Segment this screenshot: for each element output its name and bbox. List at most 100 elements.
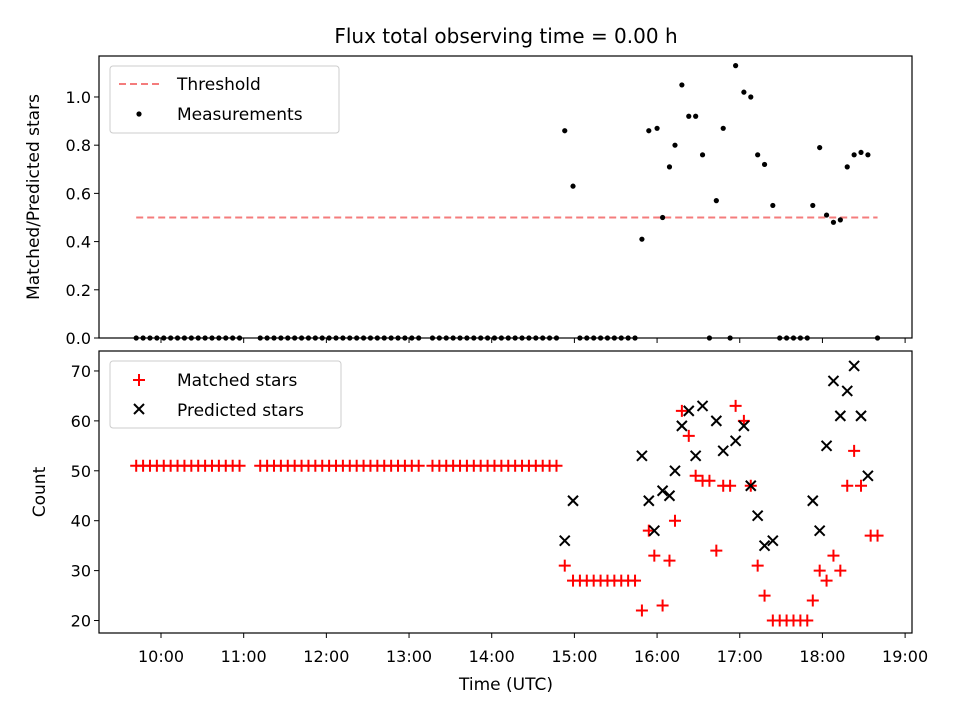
x-tick-label: 14:00 <box>469 647 515 666</box>
measurement-point <box>720 125 726 131</box>
bottom-panel: 20 30 40 50 60 70 10:00 11:00 12:00 13:00 14:00 15… <box>30 350 928 695</box>
predicted-legend-swatch <box>133 403 145 415</box>
x-tick-label: 19:00 <box>882 647 928 666</box>
y-tick-label: 50 <box>71 462 91 481</box>
x-tick-label: 16:00 <box>634 647 680 666</box>
measurement-point <box>562 128 568 134</box>
matched-star-point <box>827 549 840 562</box>
predicted-star-point <box>683 405 695 417</box>
measurements-legend-swatch <box>136 111 142 117</box>
matched-star-point <box>848 444 861 457</box>
y-tick-label: 0.4 <box>66 233 91 252</box>
matched-star-point <box>724 479 737 492</box>
measurement-point <box>570 183 576 189</box>
measurement-point <box>659 214 666 221</box>
chart-title: Flux total observing time = 0.00 h <box>334 24 677 48</box>
y-tick-label: 40 <box>71 512 91 531</box>
measurement-point <box>672 142 678 148</box>
measurement-point <box>830 219 837 225</box>
measurement-point <box>770 202 776 209</box>
y-tick-label: 70 <box>71 362 91 381</box>
measurement-point <box>699 152 706 158</box>
measurement-point <box>858 149 864 156</box>
matched-star-point <box>656 599 669 612</box>
measurement-point <box>741 89 747 95</box>
matched-star-point <box>668 514 681 527</box>
matched-star-point <box>558 559 571 572</box>
predicted-star-point <box>834 410 847 422</box>
matched-legend-swatch <box>133 374 145 386</box>
matched-star-point <box>801 614 814 627</box>
matched-star-point <box>855 479 868 492</box>
predicted-star-point <box>729 435 742 447</box>
predicted-star-point <box>813 524 826 537</box>
matched-star-point <box>806 594 819 607</box>
predicted-star-point <box>648 524 661 537</box>
x-tick-label: 12:00 <box>303 647 349 666</box>
measurement-point <box>679 82 685 88</box>
measurement-point <box>817 144 823 151</box>
x-axis-label: Time (UTC) <box>458 675 553 695</box>
matched-star-point <box>642 524 655 537</box>
predicted-star-point <box>559 534 571 547</box>
y-tick-label: 0.2 <box>66 281 91 300</box>
x-tick-label: 18:00 <box>799 647 845 666</box>
measurement-point <box>823 212 830 218</box>
bottom-x-axis-ticks: 10:00 11:00 12:00 13:00 14:00 15:00 16:00 17:00… <box>138 633 928 666</box>
y-tick-label: 1.0 <box>66 88 91 107</box>
measurement-point <box>810 202 816 209</box>
predicted-star-point <box>738 420 750 432</box>
matched-star-point <box>710 544 723 557</box>
top-plot-frame <box>98 55 913 339</box>
predicted-star-point <box>767 534 779 547</box>
predicted-star-point <box>855 410 867 422</box>
measurement-point <box>693 113 699 119</box>
y-tick-label: 0.6 <box>66 184 91 203</box>
matched-star-point <box>682 429 695 442</box>
predicted-star-point <box>696 400 709 412</box>
predicted-star-point <box>758 539 771 552</box>
matched-star-point <box>751 559 764 572</box>
predicted-star-point <box>848 360 860 372</box>
matched-star-point <box>663 554 676 567</box>
bottom-legend-box <box>109 360 342 429</box>
top-x-axis-ticks <box>160 338 906 343</box>
measurement-point <box>733 63 739 69</box>
matched-star-point <box>871 529 884 542</box>
x-tick-label: 11:00 <box>221 647 267 666</box>
measurement-point <box>837 217 843 223</box>
matched-star-point <box>820 574 833 587</box>
predicted-star-point <box>669 465 681 477</box>
predicted-star-point <box>663 490 676 502</box>
matched-star-point <box>550 459 563 472</box>
predicted-star-point <box>807 495 819 507</box>
predicted-star-point <box>717 445 729 457</box>
predicted-star-point <box>636 450 648 462</box>
measurement-point <box>646 128 652 134</box>
measurement-point <box>639 236 645 242</box>
x-tick-label: 17:00 <box>717 647 763 666</box>
measurement-point <box>666 164 673 170</box>
x-tick-label: 15:00 <box>551 647 597 666</box>
predicted-star-point <box>751 510 764 522</box>
measurement-point <box>686 113 692 119</box>
predicted-star-point <box>841 385 853 397</box>
top-panel: 0.0 0.2 0.4 0.6 0.8 1.0 Matched/Predicted sta… <box>24 55 913 348</box>
measurement-point <box>755 152 761 158</box>
threshold-legend-label: Threshold <box>176 75 261 95</box>
predicted-star-point <box>820 440 833 452</box>
matched-star-point <box>841 479 854 492</box>
predicted-star-point <box>656 485 669 497</box>
top-legend: Threshold Measurements <box>109 65 340 134</box>
bottom-y-axis-ticks: 20 30 40 50 60 70 <box>71 362 99 631</box>
matched-star-point <box>635 604 648 617</box>
measurement-point <box>844 164 850 170</box>
top-y-axis-label: Matched/Predicted stars <box>24 94 44 300</box>
y-tick-label: 60 <box>71 412 91 431</box>
predicted-star-point <box>745 480 757 492</box>
matched-star-point <box>703 474 716 487</box>
predicted-legend-label: Predicted stars <box>177 401 304 421</box>
matched-star-point <box>233 459 246 472</box>
measurement-point <box>865 152 871 158</box>
